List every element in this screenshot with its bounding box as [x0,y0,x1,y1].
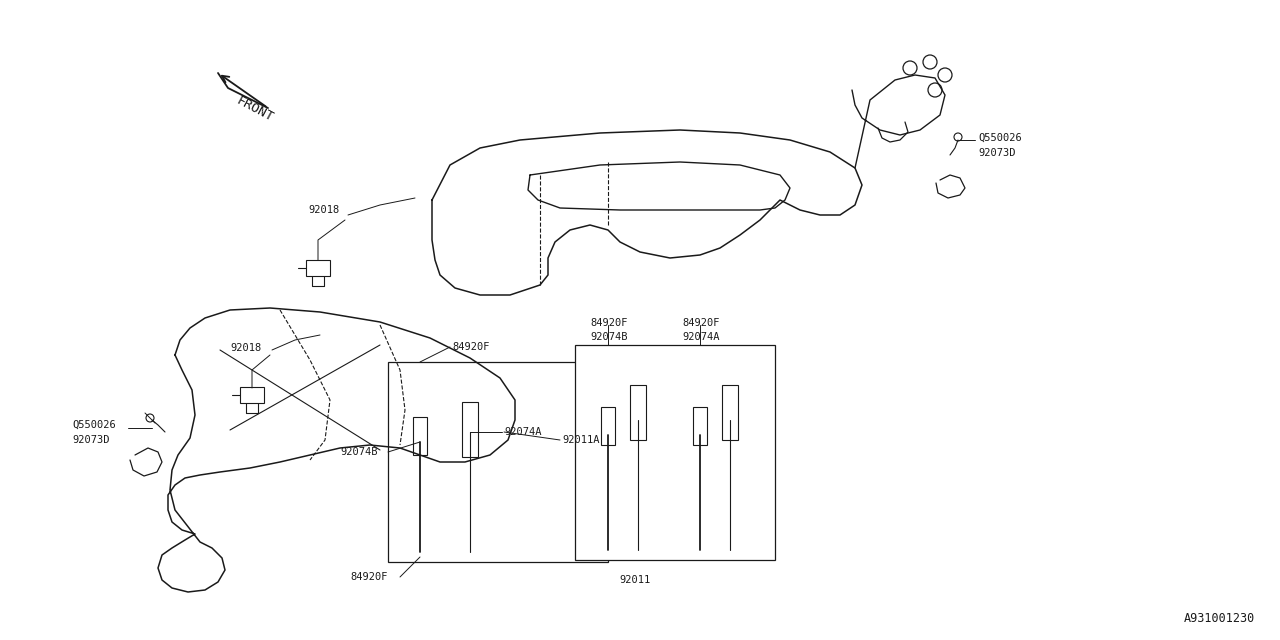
Bar [722,385,739,440]
Text: 92074A: 92074A [682,332,719,342]
Bar [602,407,614,445]
Text: FRONT: FRONT [234,94,275,125]
Text: 84920F: 84920F [349,572,388,582]
Text: 92074A: 92074A [504,427,541,437]
Text: 92011: 92011 [620,575,650,585]
Text: Q550026: Q550026 [72,420,115,430]
Text: A931001230: A931001230 [1184,612,1254,625]
Text: 92073D: 92073D [72,435,110,445]
Text: 84920F: 84920F [590,318,627,328]
Text: 92074B: 92074B [590,332,627,342]
Text: 92018: 92018 [308,205,340,215]
Text: 92011A: 92011A [562,435,599,445]
Bar [388,362,608,562]
Bar [241,387,264,403]
Bar [462,402,477,457]
Text: 92018: 92018 [230,343,262,353]
Text: 84920F: 84920F [452,342,489,352]
Bar [692,407,707,445]
Bar [306,260,330,276]
Bar [630,385,646,440]
Text: 92073D: 92073D [978,148,1015,158]
Text: 92074B: 92074B [340,447,378,457]
Text: Q550026: Q550026 [978,133,1021,143]
Text: 84920F: 84920F [682,318,719,328]
Bar [575,345,774,560]
Bar [413,417,428,455]
